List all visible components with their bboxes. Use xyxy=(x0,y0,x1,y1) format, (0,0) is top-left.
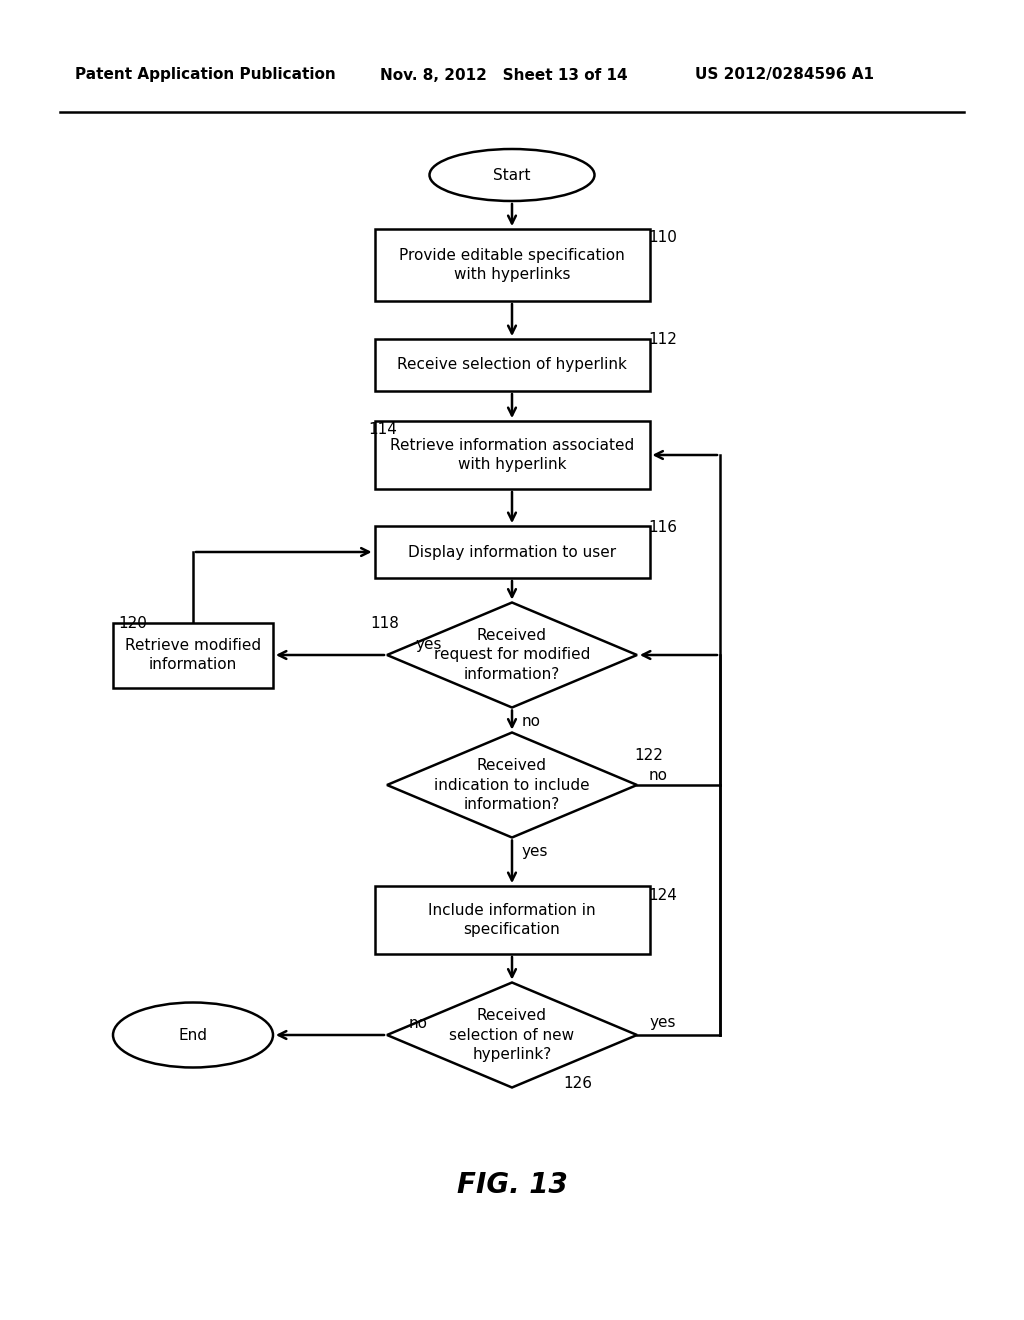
Text: 112: 112 xyxy=(648,333,677,347)
Text: 114: 114 xyxy=(368,422,397,437)
FancyBboxPatch shape xyxy=(375,886,649,954)
Text: Receive selection of hyperlink: Receive selection of hyperlink xyxy=(397,358,627,372)
Polygon shape xyxy=(387,602,637,708)
Text: no: no xyxy=(522,714,541,729)
Text: yes: yes xyxy=(522,843,549,859)
Text: no: no xyxy=(409,1015,428,1031)
Text: yes: yes xyxy=(649,1015,676,1031)
Text: 118: 118 xyxy=(370,615,399,631)
Text: Nov. 8, 2012   Sheet 13 of 14: Nov. 8, 2012 Sheet 13 of 14 xyxy=(380,67,628,82)
FancyBboxPatch shape xyxy=(375,339,649,391)
FancyBboxPatch shape xyxy=(375,421,649,488)
FancyBboxPatch shape xyxy=(375,228,649,301)
Text: Received
indication to include
information?: Received indication to include informati… xyxy=(434,758,590,812)
Ellipse shape xyxy=(429,149,595,201)
Text: 122: 122 xyxy=(634,747,663,763)
Polygon shape xyxy=(387,733,637,837)
Text: Retrieve modified
information: Retrieve modified information xyxy=(125,638,261,672)
Ellipse shape xyxy=(113,1002,273,1068)
Text: Received
request for modified
information?: Received request for modified informatio… xyxy=(434,628,590,682)
FancyBboxPatch shape xyxy=(113,623,273,688)
Text: Start: Start xyxy=(494,168,530,182)
Text: 124: 124 xyxy=(648,887,677,903)
Text: FIG. 13: FIG. 13 xyxy=(457,1171,567,1199)
Text: no: no xyxy=(649,767,668,783)
Text: End: End xyxy=(178,1027,208,1043)
Text: 126: 126 xyxy=(563,1076,592,1090)
Text: 110: 110 xyxy=(648,230,677,244)
Text: yes: yes xyxy=(415,638,441,652)
Text: US 2012/0284596 A1: US 2012/0284596 A1 xyxy=(695,67,874,82)
Text: Received
selection of new
hyperlink?: Received selection of new hyperlink? xyxy=(450,1007,574,1063)
Text: 116: 116 xyxy=(648,520,677,536)
Text: Display information to user: Display information to user xyxy=(408,544,616,560)
Text: Include information in
specification: Include information in specification xyxy=(428,903,596,937)
Text: 120: 120 xyxy=(118,615,146,631)
Text: Patent Application Publication: Patent Application Publication xyxy=(75,67,336,82)
Polygon shape xyxy=(387,982,637,1088)
Text: Retrieve information associated
with hyperlink: Retrieve information associated with hyp… xyxy=(390,438,634,473)
Text: Provide editable specification
with hyperlinks: Provide editable specification with hype… xyxy=(399,248,625,282)
FancyBboxPatch shape xyxy=(375,525,649,578)
